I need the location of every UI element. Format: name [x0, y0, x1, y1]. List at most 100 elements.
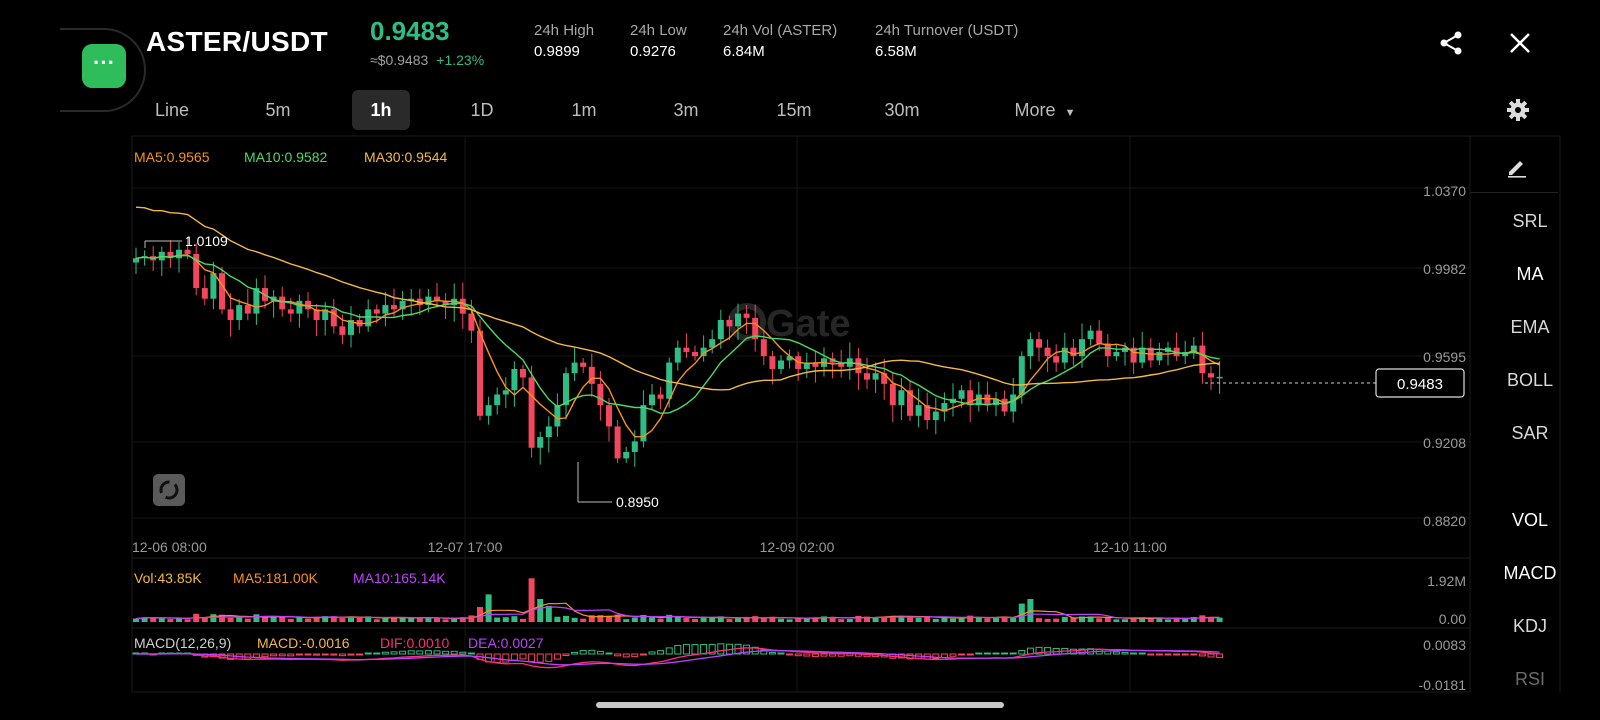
candle-body — [442, 300, 449, 306]
share-icon[interactable] — [1438, 30, 1464, 56]
macd-histogram-bar — [1147, 653, 1155, 656]
candle-body — [666, 362, 673, 399]
vol-axis-label: 0.00 — [1439, 611, 1466, 627]
candle-body — [1079, 339, 1085, 357]
volume-bar — [451, 618, 458, 622]
macd-title: MACD(12,26,9) — [134, 635, 231, 651]
volume-bar — [571, 617, 578, 622]
volume-bar — [649, 617, 655, 622]
macd-histogram-bar — [717, 643, 725, 655]
tool-ma[interactable]: MA — [1516, 264, 1544, 284]
home-indicator[interactable] — [596, 702, 1004, 708]
volume-bar — [606, 615, 612, 622]
header: ··· ASTER/USDT 0.9483 ≈$0.9483 +1.23% 24h… — [0, 0, 1600, 112]
volume-bar — [1173, 617, 1180, 622]
volume-bar — [795, 617, 802, 622]
macd-histogram-bar — [674, 645, 682, 655]
macd-histogram-bar — [1130, 652, 1138, 655]
candle-body — [1053, 356, 1060, 363]
candle-body — [477, 330, 483, 416]
volume-bars — [133, 578, 1223, 622]
macd-histogram-bar — [528, 653, 536, 663]
chat-bubble-icon[interactable]: ··· — [82, 44, 126, 88]
tool-rsi[interactable]: RSI — [1514, 669, 1545, 689]
more-dropdown[interactable]: More ▼ — [1000, 90, 1090, 130]
macd-histogram-bar — [614, 653, 622, 657]
volume-bar — [184, 619, 191, 622]
tab-line[interactable]: Line — [154, 100, 190, 120]
volume-bar — [313, 616, 320, 622]
macd-histogram-bar — [1155, 653, 1163, 656]
macd-histogram-bar — [442, 650, 450, 655]
macd-histogram-bar — [287, 653, 295, 657]
stat-value: 6.58M — [875, 43, 917, 60]
macd-histogram-bar — [682, 644, 690, 655]
volume-bar — [1018, 603, 1025, 622]
tab-5m[interactable]: 5m — [265, 100, 291, 120]
candle-body — [133, 258, 139, 263]
macd-histogram-bar — [562, 653, 570, 656]
macd-histogram-bar — [906, 653, 914, 660]
candle-body — [657, 394, 664, 399]
macd-histogram-bar — [407, 650, 415, 655]
macd-histogram-bar — [966, 653, 974, 656]
tool-boll[interactable]: BOLL — [1506, 370, 1554, 390]
macd-histogram-bar — [433, 650, 441, 655]
candle-body — [425, 296, 432, 306]
volume-bar — [262, 616, 268, 622]
trading-pair[interactable]: ASTER/USDT — [146, 26, 328, 57]
macd-histogram-bar — [373, 652, 381, 655]
tool-kdj[interactable]: KDJ — [1512, 616, 1547, 636]
tab-1h[interactable]: 1h — [352, 90, 410, 130]
macd-histogram-bar — [356, 653, 364, 656]
volume-bar — [279, 616, 286, 622]
macd-histogram-bar — [1035, 646, 1043, 655]
tool-sar[interactable]: SAR — [1511, 423, 1549, 443]
candle-body — [941, 403, 948, 412]
candle-body — [528, 377, 535, 448]
volume-bar — [133, 618, 139, 622]
candle-body — [279, 296, 286, 310]
macd-histogram-bar — [347, 653, 355, 656]
tab-3m[interactable]: 3m — [673, 100, 699, 120]
volume-bar — [1087, 616, 1094, 622]
candle-body — [855, 358, 862, 374]
tool-macd[interactable]: MACD — [1503, 563, 1557, 583]
close-icon[interactable] — [1508, 31, 1532, 55]
volume-bar — [752, 616, 759, 622]
tab-1m[interactable]: 1m — [571, 100, 597, 120]
candle-body — [743, 313, 750, 318]
candle-body — [1104, 343, 1111, 357]
divider — [1470, 192, 1558, 193]
volume-bar — [640, 615, 647, 622]
stat-24h-vol: 24h Vol (ASTER) 6.84M — [723, 22, 837, 60]
time-axis-label: 12-06 08:00 — [132, 539, 207, 555]
volume-bar — [778, 618, 784, 622]
pencil-icon[interactable] — [1505, 154, 1529, 178]
chart-mode-toggle[interactable] — [153, 474, 185, 506]
tool-ema[interactable]: EMA — [1510, 317, 1550, 337]
macd-histogram-bar — [811, 653, 819, 657]
macd-histogram-bar — [786, 653, 794, 656]
volume-bar — [1182, 618, 1189, 622]
volume-bar — [855, 615, 862, 622]
macd-histogram-bar — [777, 652, 785, 655]
tab-30m[interactable]: 30m — [884, 100, 920, 120]
gear-icon[interactable] — [1506, 98, 1530, 122]
candle-body — [915, 405, 922, 416]
macd-histogram-bar — [1078, 648, 1086, 655]
volume-bar — [1199, 615, 1206, 622]
volume-bar — [958, 618, 965, 622]
candle-body — [219, 273, 225, 310]
tool-vol[interactable]: VOL — [1511, 510, 1549, 530]
tool-srl[interactable]: SRL — [1512, 211, 1548, 231]
macd-histogram-bar — [467, 652, 475, 655]
macd-axis-label: -0.0181 — [1419, 677, 1467, 693]
volume-bar — [305, 618, 311, 622]
dea-value: DEA:0.0027 — [468, 635, 544, 651]
tab-1d[interactable]: 1D — [470, 100, 494, 120]
candle-body — [1036, 339, 1042, 348]
candle-body — [967, 390, 974, 406]
tab-15m[interactable]: 15m — [776, 100, 812, 120]
